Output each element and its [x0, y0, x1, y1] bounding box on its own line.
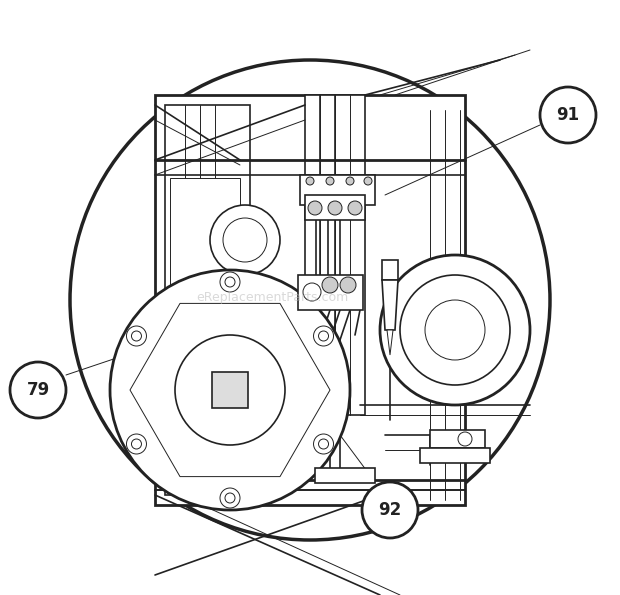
Circle shape	[70, 60, 550, 540]
Circle shape	[10, 362, 66, 418]
Circle shape	[425, 300, 485, 360]
Circle shape	[225, 493, 235, 503]
Circle shape	[319, 331, 329, 341]
Circle shape	[131, 439, 141, 449]
Text: 92: 92	[378, 501, 402, 519]
Circle shape	[306, 177, 314, 185]
Circle shape	[326, 177, 334, 185]
Polygon shape	[387, 330, 393, 355]
Circle shape	[328, 201, 342, 215]
Text: 79: 79	[27, 381, 50, 399]
Circle shape	[225, 277, 235, 287]
Circle shape	[362, 482, 418, 538]
Circle shape	[131, 331, 141, 341]
Circle shape	[364, 177, 372, 185]
Bar	[430, 430, 485, 448]
Circle shape	[220, 272, 240, 292]
Circle shape	[308, 201, 322, 215]
Circle shape	[340, 277, 356, 293]
Circle shape	[400, 275, 510, 385]
Circle shape	[314, 326, 334, 346]
Polygon shape	[382, 280, 398, 330]
Circle shape	[110, 270, 350, 510]
Bar	[305, 95, 365, 415]
Bar	[298, 275, 363, 310]
Circle shape	[314, 434, 334, 454]
Circle shape	[303, 283, 321, 301]
Circle shape	[319, 439, 329, 449]
Bar	[420, 448, 490, 463]
Text: eReplacementParts.com: eReplacementParts.com	[197, 291, 349, 304]
Bar	[165, 105, 250, 495]
Circle shape	[458, 432, 472, 446]
Bar	[305, 195, 365, 220]
Bar	[155, 95, 465, 505]
Text: 91: 91	[556, 106, 580, 124]
Circle shape	[126, 434, 146, 454]
Circle shape	[380, 255, 530, 405]
Circle shape	[540, 87, 596, 143]
Circle shape	[126, 326, 146, 346]
Bar	[212, 372, 248, 408]
Circle shape	[175, 335, 285, 445]
Bar	[382, 260, 398, 280]
Bar	[170, 178, 240, 478]
Circle shape	[223, 218, 267, 262]
Circle shape	[220, 488, 240, 508]
Bar	[315, 468, 375, 483]
Circle shape	[322, 277, 338, 293]
Circle shape	[210, 205, 280, 275]
Circle shape	[348, 201, 362, 215]
Circle shape	[346, 177, 354, 185]
Bar	[300, 175, 375, 205]
